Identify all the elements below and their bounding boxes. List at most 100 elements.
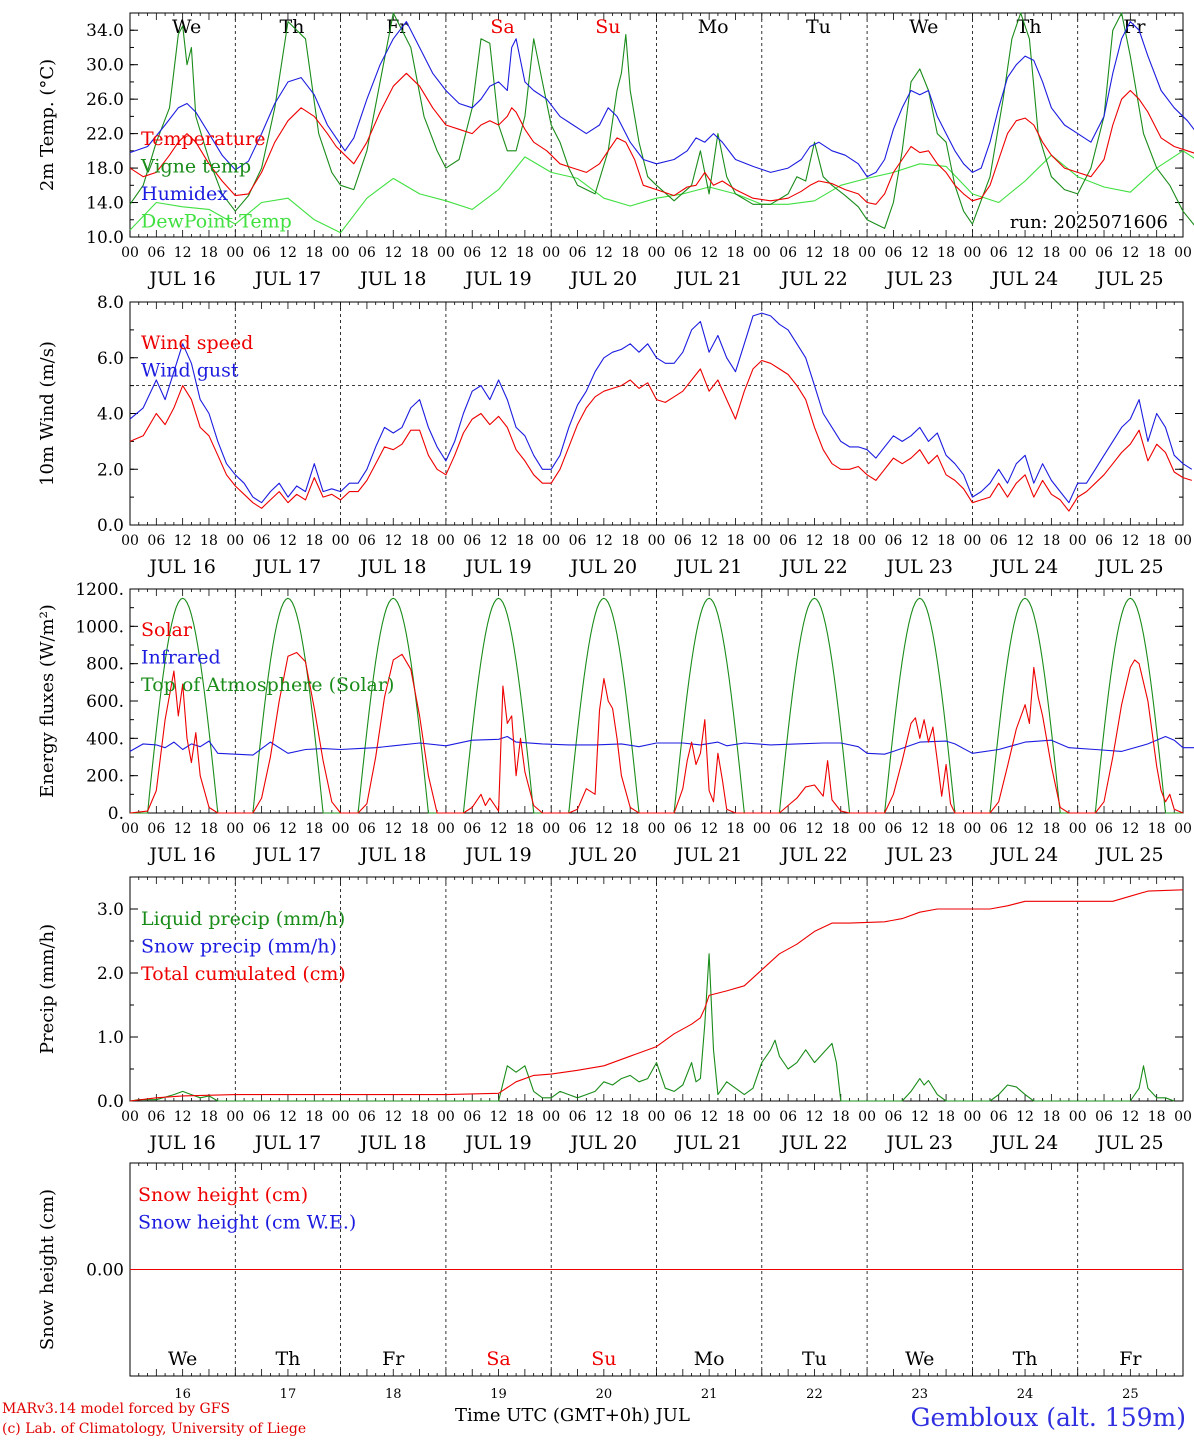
- hour-label: 00: [542, 533, 560, 549]
- legend-entry: Vigne temp: [140, 156, 251, 178]
- hour-label: 12: [911, 821, 929, 837]
- legend-entry: Infrared: [141, 647, 221, 669]
- date-label: JUL 21: [674, 556, 742, 578]
- hour-label: 00: [753, 821, 771, 837]
- hour-label: 18: [937, 533, 955, 549]
- hour-label: 12: [911, 1109, 929, 1125]
- weekday-label: Th: [1017, 16, 1042, 38]
- hour-label: 18: [727, 1109, 745, 1125]
- hour-label: 00: [1174, 245, 1192, 261]
- weekday-label: Fr: [1119, 1348, 1142, 1370]
- y-tick-label: 2.0: [97, 964, 124, 984]
- legend-entry: Snow precip (mm/h): [141, 936, 337, 958]
- hour-label: 12: [595, 821, 613, 837]
- hour-label: 06: [674, 245, 692, 261]
- y-tick-label: 22.0: [86, 125, 124, 145]
- hour-label: 00: [332, 1109, 350, 1125]
- date-label: JUL 24: [990, 268, 1058, 290]
- hour-label: 18: [832, 245, 850, 261]
- day-number-label: 16: [174, 1387, 191, 1402]
- hour-label: 06: [779, 533, 797, 549]
- hour-label: 06: [885, 245, 903, 261]
- hour-label: 18: [305, 821, 323, 837]
- date-label: JUL 24: [990, 556, 1058, 578]
- day-number-label: 22: [806, 1387, 823, 1402]
- hour-label: 12: [384, 1109, 402, 1125]
- weekday-label: Mo: [694, 1348, 725, 1370]
- hour-label: 12: [1121, 1109, 1139, 1125]
- day-number-label: 18: [385, 1387, 402, 1402]
- y-tick-label: 30.0: [86, 56, 124, 76]
- hour-label: 18: [200, 245, 218, 261]
- y-tick-label: 600.: [86, 692, 124, 712]
- hour-label: 00: [437, 1109, 455, 1125]
- hour-label: 06: [674, 821, 692, 837]
- panel-precip: 0.0 1.0 2.0 3.0 Precip (mm/h) 00 06 12 18 JUL 16 0…: [37, 876, 1192, 1154]
- hour-label: 06: [358, 821, 376, 837]
- hour-label: 06: [358, 245, 376, 261]
- hour-label: 12: [279, 245, 297, 261]
- hour-label: 06: [253, 245, 271, 261]
- y-tick-label: 0.0: [97, 1092, 124, 1112]
- hour-label: 00: [121, 245, 139, 261]
- date-label: JUL 20: [569, 1132, 637, 1154]
- date-label: JUL 23: [885, 844, 953, 866]
- hour-label: 18: [937, 1109, 955, 1125]
- weekday-label: Th: [275, 1348, 300, 1370]
- y-tick-label: 3.0: [97, 900, 124, 920]
- hour-label: 18: [200, 533, 218, 549]
- hour-label: 00: [1174, 821, 1192, 837]
- hour-label: 18: [621, 533, 639, 549]
- hour-label: 00: [1069, 245, 1087, 261]
- date-label: JUL 20: [569, 556, 637, 578]
- day-number-label: 25: [1122, 1387, 1139, 1402]
- legend-entry: Snow height (cm W.E.): [138, 1212, 356, 1234]
- hour-label: 00: [1069, 1109, 1087, 1125]
- weekday-label: Sa: [486, 1348, 510, 1370]
- hour-label: 18: [937, 245, 955, 261]
- hour-label: 00: [121, 821, 139, 837]
- date-label: JUL 17: [253, 1132, 321, 1154]
- hour-label: 00: [542, 245, 560, 261]
- hour-label: 18: [832, 1109, 850, 1125]
- legend-entry: Solar: [141, 619, 193, 641]
- panel-frame: [129, 588, 1184, 814]
- series-infrared: [129, 735, 1194, 756]
- hour-label: 00: [1174, 533, 1192, 549]
- date-label: JUL 16: [147, 556, 215, 578]
- date-label: JUL 20: [569, 268, 637, 290]
- hour-label: 18: [1042, 1109, 1060, 1125]
- hour-label: 00: [226, 821, 244, 837]
- hour-label: 06: [147, 1109, 165, 1125]
- weekday-label: Tu: [802, 1348, 827, 1370]
- hour-label: 12: [490, 821, 508, 837]
- y-tick-label: 1200.: [75, 580, 124, 600]
- weekday-label: Su: [591, 1348, 616, 1370]
- lab-credit: (c) Lab. of Climatology, University of L…: [2, 1421, 307, 1437]
- hour-label: 12: [1016, 245, 1034, 261]
- hour-label: 18: [200, 1109, 218, 1125]
- date-label: JUL 22: [779, 268, 847, 290]
- date-label: JUL 18: [358, 1132, 426, 1154]
- hour-label: 00: [858, 1109, 876, 1125]
- hour-label: 00: [648, 245, 666, 261]
- legend-entry: Wind speed: [141, 332, 253, 354]
- hour-label: 00: [648, 533, 666, 549]
- hour-label: 12: [1016, 1109, 1034, 1125]
- hour-label: 12: [700, 821, 718, 837]
- hour-label: 00: [437, 821, 455, 837]
- hour-label: 06: [1095, 533, 1113, 549]
- y-tick-label: 400.: [86, 729, 124, 749]
- hour-label: 06: [569, 533, 587, 549]
- hour-label: 06: [463, 821, 481, 837]
- hour-label: 00: [542, 1109, 560, 1125]
- hour-label: 12: [700, 245, 718, 261]
- date-label: JUL 20: [569, 844, 637, 866]
- hour-label: 06: [147, 533, 165, 549]
- hour-label: 00: [963, 533, 981, 549]
- day-number-label: 19: [490, 1387, 507, 1402]
- panel-snow: 0.00 Snow height (cm) We 16 Th 17 Fr 18 Sa 19 Su 20…: [37, 1162, 1184, 1402]
- hour-label: 12: [490, 245, 508, 261]
- y-tick-label: 800.: [86, 655, 124, 675]
